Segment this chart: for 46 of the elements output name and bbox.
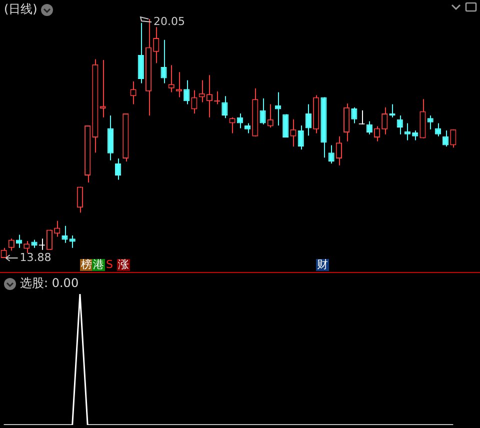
annotation: 涨 bbox=[117, 258, 130, 271]
annotation: 港 bbox=[92, 258, 105, 271]
annotation: S bbox=[105, 258, 114, 271]
candlestick bbox=[176, 72, 182, 98]
candlestick bbox=[382, 106, 388, 135]
candlestick bbox=[236, 113, 243, 129]
candlestick bbox=[76, 186, 84, 214]
chart-title: (日线) bbox=[4, 1, 38, 18]
candlestick bbox=[168, 64, 174, 93]
candlestick bbox=[24, 240, 30, 254]
candlestick bbox=[138, 22, 144, 84]
candlestick bbox=[130, 80, 136, 105]
candlestick bbox=[214, 90, 220, 105]
chart-title: 选股: 0.00 bbox=[20, 275, 79, 292]
candlestick bbox=[191, 90, 198, 114]
candlestick bbox=[298, 125, 304, 150]
candlestick bbox=[434, 122, 442, 137]
candlestick bbox=[160, 39, 167, 84]
candlestick bbox=[389, 104, 396, 118]
candlestick bbox=[450, 128, 456, 148]
candlestick bbox=[107, 114, 114, 161]
candlestick bbox=[351, 106, 358, 124]
candlestick bbox=[100, 60, 106, 118]
candlestick bbox=[336, 136, 342, 166]
candlestick bbox=[54, 220, 60, 238]
candlestick bbox=[153, 26, 160, 64]
candlestick bbox=[115, 158, 122, 180]
candlestick bbox=[206, 74, 213, 118]
candlestick bbox=[244, 122, 251, 134]
candlestick bbox=[412, 130, 418, 141]
candlestick bbox=[274, 92, 282, 126]
candlestick bbox=[184, 80, 190, 105]
candlestick bbox=[62, 225, 68, 244]
candlestick bbox=[229, 116, 236, 134]
candlestick bbox=[260, 98, 266, 125]
candlestick bbox=[290, 118, 296, 147]
candlestick bbox=[222, 96, 228, 119]
candlestick bbox=[267, 104, 274, 128]
annotation: 榜 bbox=[80, 258, 93, 271]
candlestick bbox=[344, 102, 350, 142]
annotation: 20.05 bbox=[154, 14, 186, 28]
annotation: 13.88 bbox=[20, 250, 52, 264]
candlestick bbox=[427, 114, 434, 130]
annotation: 财 bbox=[316, 258, 329, 271]
candlestick bbox=[305, 104, 312, 136]
candlestick bbox=[396, 114, 403, 135]
